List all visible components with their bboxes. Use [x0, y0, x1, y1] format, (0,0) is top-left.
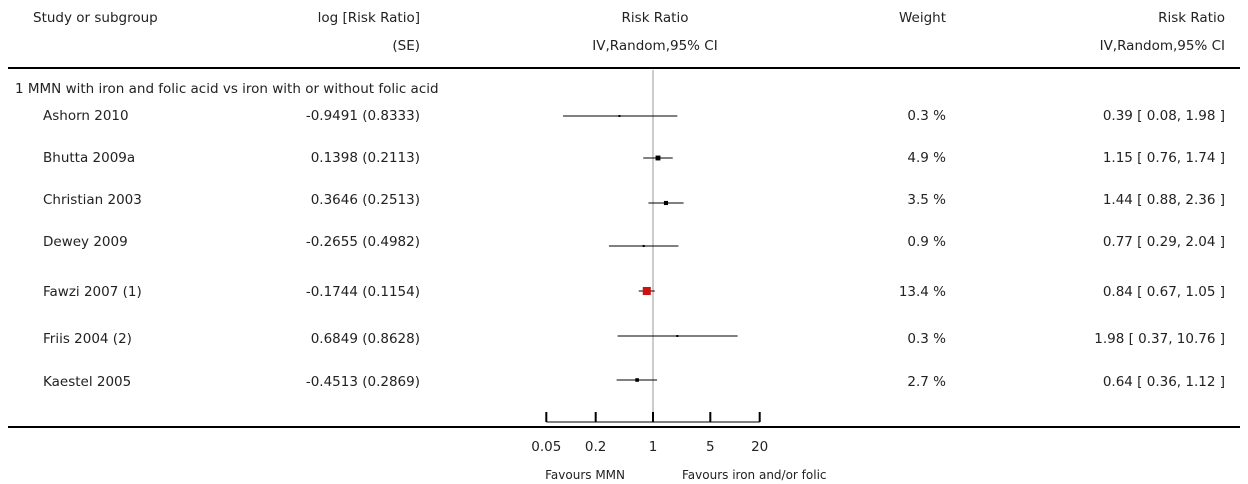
study-logrr-se: -0.1744 (0.1154) [305, 284, 420, 300]
axis-tick-label: 5 [706, 439, 715, 455]
study-ci: 1.15 [ 0.76, 1.74 ] [1102, 150, 1225, 166]
study-logrr-se: 0.3646 (0.2513) [310, 192, 420, 208]
study-name: Bhutta 2009a [43, 150, 136, 166]
study-weight: 13.4 % [898, 284, 946, 300]
study-name: Fawzi 2007 (1) [43, 284, 142, 300]
header-rule [8, 67, 1240, 69]
study-ci: 0.39 [ 0.08, 1.98 ] [1102, 108, 1225, 124]
study-name: Friis 2004 (2) [43, 331, 132, 347]
header-weight: Weight [898, 10, 946, 26]
header-logrr: log [Risk Ratio] [317, 10, 420, 26]
study-logrr-se: -0.9491 (0.8333) [305, 108, 420, 124]
study-ci: 0.77 [ 0.29, 2.04 ] [1102, 234, 1225, 250]
study-ci: 0.84 [ 0.67, 1.05 ] [1102, 284, 1225, 300]
study-name: Kaestel 2005 [43, 374, 132, 390]
study-ci: 1.98 [ 0.37, 10.76 ] [1094, 331, 1225, 347]
axis-tick-label: 20 [751, 439, 769, 455]
study-logrr-se: -0.4513 (0.2869) [305, 374, 420, 390]
study-weight: 0.3 % [907, 331, 946, 347]
point-estimate [676, 335, 679, 337]
header-study: Study or subgroup [33, 10, 158, 26]
study-weight: 2.7 % [907, 374, 946, 390]
axis-tick-label: 0.05 [531, 439, 562, 455]
header-logrr-se: (SE) [392, 38, 420, 54]
header-risk-ratio: Risk Ratio [621, 10, 689, 26]
study-weight: 4.9 % [907, 150, 946, 166]
axis-tick-label: 0.2 [584, 439, 607, 455]
study-weight: 0.3 % [907, 108, 946, 124]
study-ci: 1.44 [ 0.88, 2.36 ] [1102, 192, 1225, 208]
header-risk-ratio-2: Risk Ratio [1158, 10, 1225, 26]
subgroup-title: 1 MMN with iron and folic acid vs iron w… [15, 81, 439, 97]
header-risk-ratio-2-method: IV,Random,95% CI [1099, 38, 1225, 54]
study-name: Ashorn 2010 [43, 108, 129, 124]
study-logrr-se: -0.2655 (0.4982) [305, 234, 420, 250]
study-name: Dewey 2009 [43, 234, 128, 250]
table-bottom-rule [8, 426, 1240, 428]
study-logrr-se: 0.6849 (0.8628) [310, 331, 420, 347]
study-ci: 0.64 [ 0.36, 1.12 ] [1102, 374, 1225, 390]
point-estimate [655, 155, 661, 161]
study-weight: 0.9 % [907, 234, 946, 250]
axis-tick-label: 1 [648, 439, 658, 455]
point-estimate [663, 200, 669, 206]
favours-right-label: Favours iron and/or folic [682, 468, 827, 482]
point-estimate [635, 378, 639, 382]
favours-left-label: Favours MMN [545, 468, 625, 482]
study-weight: 3.5 % [907, 192, 946, 208]
point-estimate [642, 286, 651, 296]
point-estimate [642, 244, 645, 248]
point-estimate [618, 115, 621, 117]
study-logrr-se: 0.1398 (0.2113) [310, 150, 420, 166]
study-name: Christian 2003 [43, 192, 142, 208]
header-risk-ratio-method: IV,Random,95% CI [592, 38, 718, 54]
